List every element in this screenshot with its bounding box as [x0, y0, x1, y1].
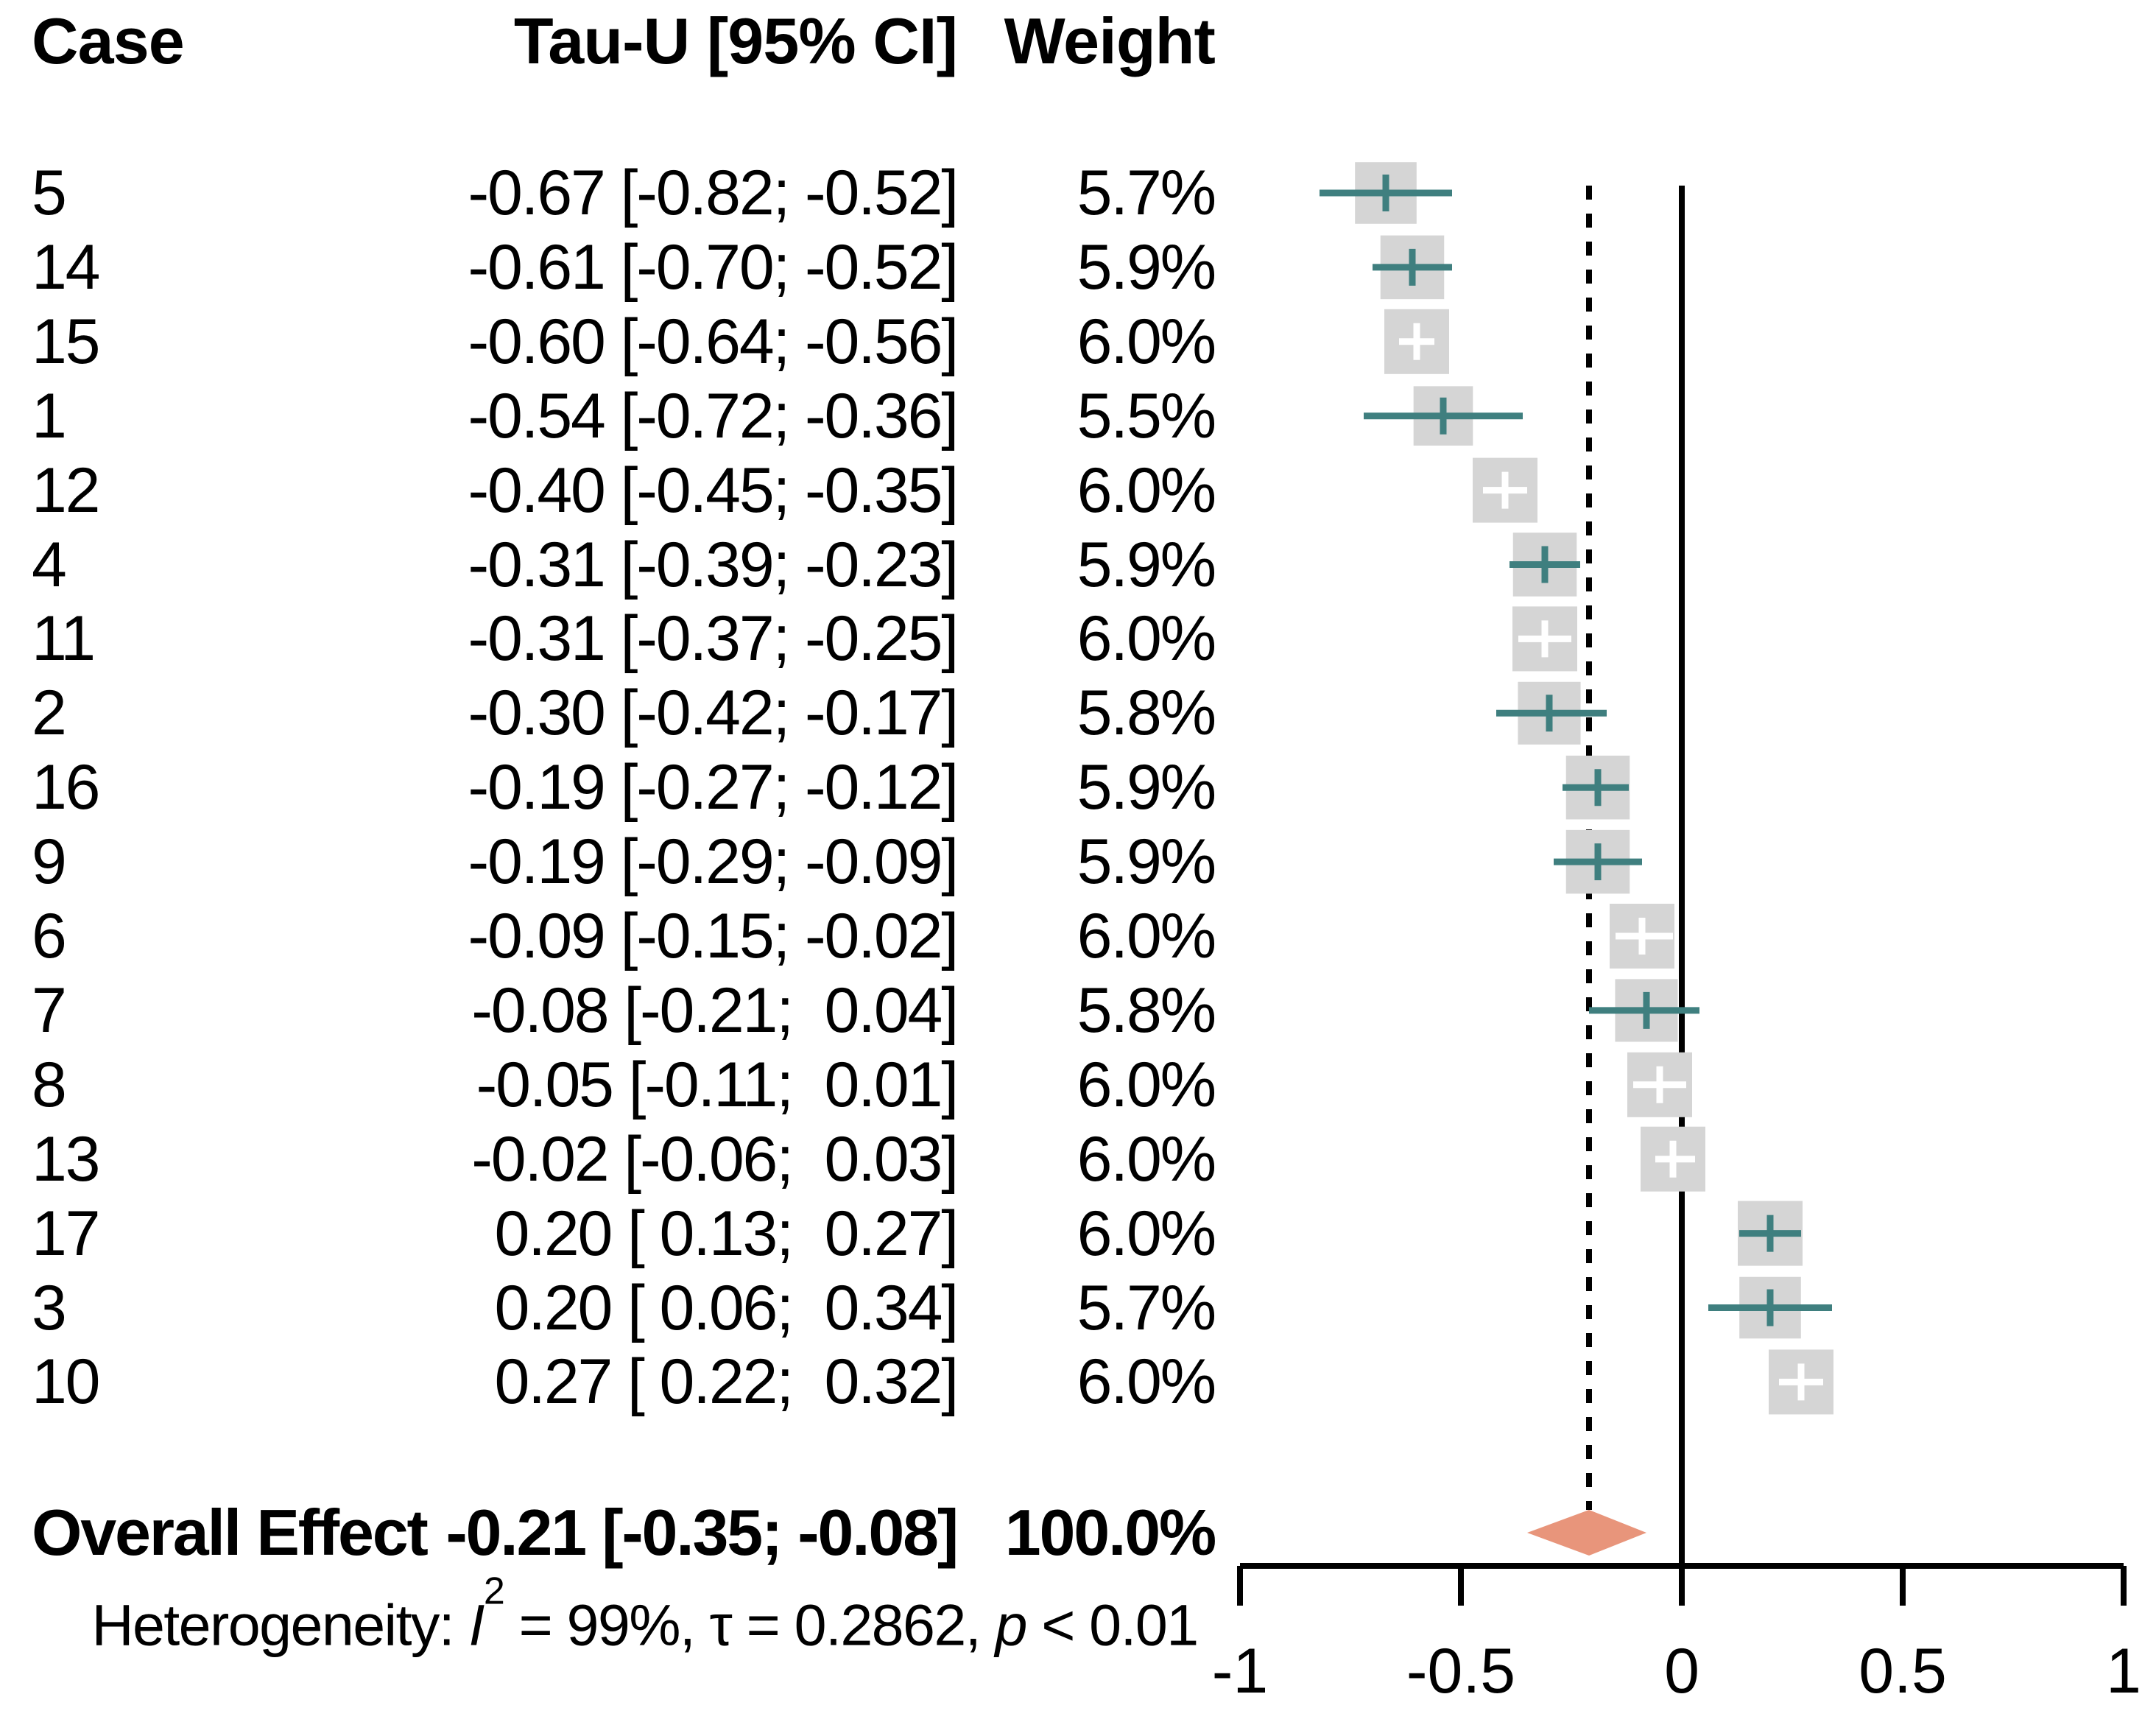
- i-squared-symbol: I: [468, 1592, 485, 1658]
- weight-label: 6.0%: [1077, 901, 1217, 971]
- weight-label: 5.7%: [1077, 158, 1217, 228]
- weight-label: 5.9%: [1077, 826, 1217, 898]
- case-label: 2: [32, 678, 67, 749]
- effect-label: -0.31 [-0.37; -0.25]: [468, 603, 959, 675]
- case-label: 5: [32, 158, 67, 228]
- weight-label: 5.8%: [1077, 974, 1217, 1046]
- x-axis-tick-label: 1: [2106, 1636, 2141, 1707]
- effect-label: -0.61 [-0.70; -0.52]: [468, 231, 959, 303]
- case-label: 4: [32, 529, 67, 600]
- effect-label: -0.54 [-0.72; -0.36]: [468, 380, 959, 451]
- weight-label: 5.8%: [1077, 678, 1217, 749]
- effect-label: 0.20 [ 0.06; 0.34]: [478, 1272, 959, 1343]
- effect-label: -0.19 [-0.27; -0.12]: [468, 752, 959, 823]
- effect-label: -0.05 [-0.11; 0.01]: [476, 1049, 959, 1120]
- weight-label: 5.9%: [1077, 231, 1217, 303]
- effect-label: 0.27 [ 0.22; 0.32]: [478, 1346, 959, 1418]
- case-label: 17: [32, 1198, 101, 1269]
- effect-label: -0.19 [-0.29; -0.09]: [468, 826, 959, 898]
- effect-label: -0.02 [-0.06; 0.03]: [471, 1123, 959, 1195]
- weight-label: 6.0%: [1077, 306, 1217, 377]
- effect-label: -0.60 [-0.64; -0.56]: [468, 306, 959, 377]
- effect-label: -0.08 [-0.21; 0.04]: [471, 974, 959, 1046]
- heterogeneity-prefix: Heterogeneity:: [91, 1592, 469, 1658]
- case-label: 3: [32, 1272, 67, 1343]
- weight-label: 5.5%: [1077, 380, 1217, 451]
- column-header-weight: Weight: [1004, 4, 1216, 77]
- p-symbol: p: [995, 1592, 1027, 1658]
- weight-label: 6.0%: [1077, 603, 1217, 675]
- case-label: 11: [32, 603, 96, 675]
- case-label: 14: [32, 231, 101, 303]
- effect-label: -0.67 [-0.82; -0.52]: [468, 158, 959, 228]
- x-axis-tick-label: 0.5: [1859, 1636, 1947, 1707]
- column-header-tau-ci: Tau-U [95% CI]: [513, 4, 958, 77]
- case-label: 13: [32, 1123, 101, 1195]
- case-label: 9: [32, 826, 67, 898]
- i-squared-exponent: 2: [483, 1570, 505, 1613]
- overall-effect-value: -0.21 [-0.35; -0.08]: [445, 1496, 959, 1569]
- column-header-case: Case: [32, 4, 185, 77]
- weight-label: 6.0%: [1077, 1198, 1217, 1269]
- case-label: 1: [32, 380, 67, 451]
- effect-label: 0.20 [ 0.13; 0.27]: [478, 1198, 959, 1269]
- heterogeneity-values: = 99%, τ = 0.2862,: [504, 1592, 996, 1658]
- effect-label: -0.30 [-0.42; -0.17]: [468, 678, 959, 749]
- case-label: 10: [32, 1346, 101, 1418]
- weight-label: 6.0%: [1077, 1123, 1217, 1195]
- case-label: 6: [32, 901, 67, 971]
- effect-label: -0.09 [-0.15; -0.02]: [468, 901, 959, 971]
- x-axis-tick-label: -0.5: [1406, 1636, 1515, 1707]
- case-label: 8: [32, 1049, 67, 1120]
- effect-label: -0.31 [-0.39; -0.23]: [468, 529, 959, 600]
- weight-label: 6.0%: [1077, 1346, 1217, 1418]
- case-label: 12: [32, 454, 101, 526]
- weight-label: 5.9%: [1077, 529, 1217, 600]
- case-label: 15: [32, 306, 101, 377]
- x-axis-tick-label: 0: [1664, 1636, 1699, 1707]
- p-value: < 0.01: [1026, 1592, 1199, 1658]
- effect-label: -0.40 [-0.45; -0.35]: [468, 454, 959, 526]
- weight-label: 5.7%: [1077, 1272, 1217, 1343]
- x-axis-tick-label: -1: [1212, 1636, 1268, 1707]
- overall-effect-label: Overall Effect: [32, 1496, 429, 1569]
- overall-effect-weight: 100.0%: [1004, 1496, 1216, 1569]
- case-label: 16: [32, 752, 101, 823]
- case-label: 7: [32, 974, 67, 1046]
- heterogeneity-note: Heterogeneity: I2 = 99%, τ = 0.2862, p <…: [32, 1538, 1199, 1712]
- weight-label: 6.0%: [1077, 454, 1217, 526]
- weight-label: 5.9%: [1077, 752, 1217, 823]
- weight-label: 6.0%: [1077, 1049, 1217, 1120]
- overall-effect-diamond: [1527, 1510, 1646, 1556]
